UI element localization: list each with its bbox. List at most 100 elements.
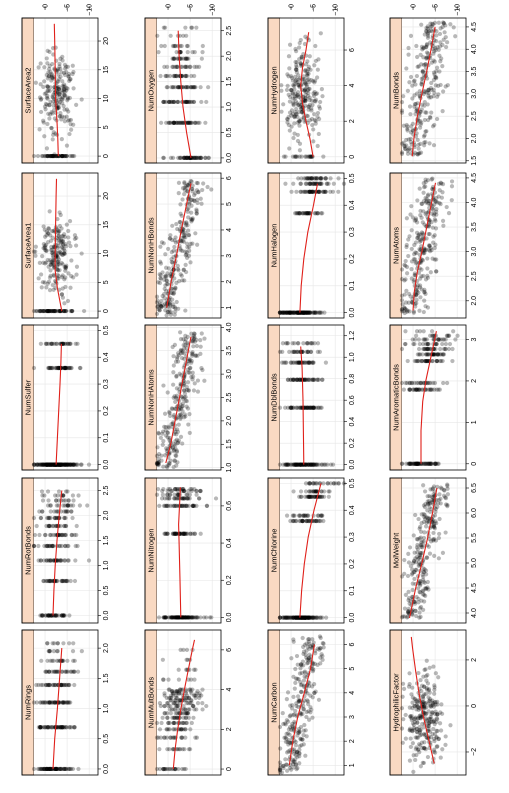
data-point <box>54 341 60 346</box>
data-point <box>56 725 61 730</box>
data-point <box>157 766 163 772</box>
data-point <box>406 589 411 594</box>
data-point <box>422 461 427 466</box>
data-point <box>50 543 55 549</box>
data-point <box>44 462 49 467</box>
data-point <box>35 462 40 467</box>
data-point <box>419 521 424 526</box>
data-point <box>40 308 45 314</box>
data-point <box>289 189 294 194</box>
data-point <box>54 462 59 467</box>
data-point <box>422 504 428 510</box>
data-point <box>410 587 415 593</box>
data-point <box>432 536 437 542</box>
data-point <box>311 640 316 645</box>
y-tick-label: −10 <box>455 4 462 16</box>
data-point <box>426 699 431 704</box>
data-point <box>44 725 49 730</box>
data-point <box>67 462 72 467</box>
data-point <box>49 229 54 234</box>
data-point <box>174 374 179 379</box>
data-point <box>157 727 163 732</box>
data-point <box>195 700 201 706</box>
data-point <box>191 715 196 720</box>
data-point <box>48 613 54 618</box>
data-point <box>59 682 64 688</box>
data-point <box>172 304 177 310</box>
plot-area <box>402 325 466 470</box>
panel-title: NumNonHAtoms <box>147 369 156 426</box>
data-point <box>290 78 296 83</box>
data-point <box>304 62 309 67</box>
data-point <box>50 462 55 467</box>
data-point <box>48 462 53 467</box>
data-point <box>45 462 50 467</box>
data-point <box>56 489 62 494</box>
data-point <box>170 503 176 508</box>
data-point <box>286 92 291 97</box>
data-point <box>203 120 208 125</box>
x-tick-label: 2.0 <box>226 51 233 61</box>
data-point <box>63 308 68 314</box>
data-point <box>31 700 37 705</box>
data-point <box>401 717 406 722</box>
data-point <box>54 509 59 514</box>
data-point <box>46 365 52 371</box>
data-point <box>299 494 304 499</box>
data-point <box>66 558 71 563</box>
data-point <box>45 543 50 549</box>
data-point <box>57 268 62 273</box>
data-point <box>289 108 295 113</box>
data-point <box>157 503 162 508</box>
data-point <box>64 523 69 529</box>
data-point <box>62 251 67 256</box>
data-point <box>49 125 54 131</box>
data-point <box>427 720 432 725</box>
data-point <box>45 153 50 159</box>
x-tick-label: 0 <box>226 767 233 771</box>
data-point <box>39 613 45 618</box>
data-point <box>42 725 47 730</box>
data-point <box>420 539 425 544</box>
data-point <box>59 462 64 467</box>
data-point <box>304 89 309 95</box>
data-point <box>48 365 53 371</box>
data-point <box>182 191 187 197</box>
data-point <box>421 674 426 679</box>
data-point <box>63 462 69 467</box>
data-point <box>64 462 69 467</box>
x-tick-label: 0.0 <box>349 460 356 470</box>
data-point <box>31 543 37 549</box>
data-point <box>43 341 48 346</box>
data-point <box>318 99 323 105</box>
data-point <box>43 107 48 112</box>
data-point <box>200 687 205 692</box>
data-point <box>63 264 68 270</box>
data-point <box>72 669 77 674</box>
x-tick-label: 0.0 <box>103 764 110 774</box>
data-point <box>52 107 57 112</box>
data-point <box>38 613 43 618</box>
data-point <box>185 155 190 161</box>
data-point <box>294 653 300 659</box>
data-point <box>440 550 446 555</box>
x-tick-label: 4 <box>349 691 356 695</box>
data-point <box>202 336 207 341</box>
data-point <box>42 766 47 772</box>
data-point <box>54 462 59 467</box>
data-point <box>60 725 65 730</box>
data-point <box>162 295 167 301</box>
data-point <box>448 723 453 728</box>
data-point <box>194 180 199 186</box>
data-point <box>65 341 70 346</box>
data-point <box>45 725 51 730</box>
data-point <box>58 725 63 730</box>
data-point <box>209 615 214 620</box>
data-point <box>72 233 78 238</box>
data-point <box>36 276 41 281</box>
data-point <box>291 694 296 699</box>
data-point <box>53 766 59 772</box>
data-point <box>68 503 74 508</box>
data-point <box>416 516 421 522</box>
